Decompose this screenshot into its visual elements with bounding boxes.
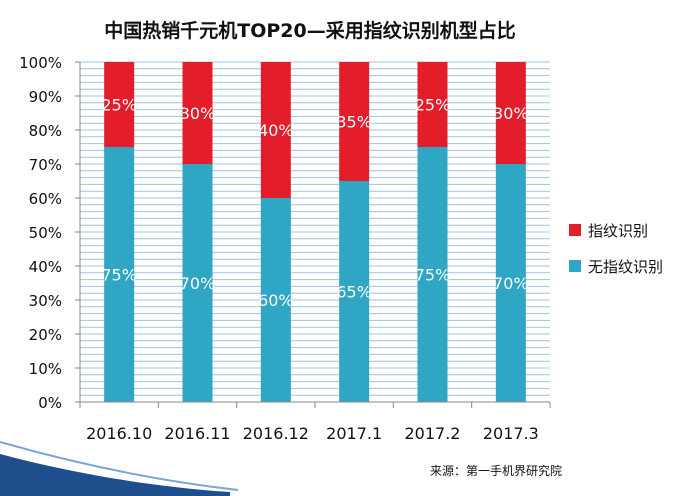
data-label: 75% bbox=[415, 266, 451, 285]
grid-lines bbox=[80, 61, 550, 403]
legend-label: 无指纹识别 bbox=[588, 258, 663, 276]
bar-segment bbox=[182, 164, 213, 402]
y-tick-label: 80% bbox=[29, 122, 62, 140]
bar-segment bbox=[260, 198, 291, 402]
chart-title: 中国热销千元机TOP20—采用指纹识别机型占比 bbox=[104, 20, 516, 42]
y-tick-label: 30% bbox=[29, 292, 62, 310]
data-label: 25% bbox=[415, 96, 451, 115]
x-tick-label: 2017.2 bbox=[405, 424, 461, 443]
bar-segment bbox=[182, 62, 213, 164]
data-label: 60% bbox=[258, 291, 294, 310]
corner-swoosh-decoration bbox=[0, 441, 239, 496]
bar-segment bbox=[495, 62, 526, 164]
y-tick-label: 20% bbox=[29, 326, 62, 344]
data-label: 70% bbox=[180, 274, 216, 293]
x-tick-label: 2016.12 bbox=[243, 424, 309, 443]
data-label: 25% bbox=[101, 96, 137, 115]
y-tick-label: 90% bbox=[29, 88, 62, 106]
legend-swatch bbox=[569, 260, 581, 272]
y-tick-label: 40% bbox=[29, 258, 62, 276]
x-tick-label: 2017.1 bbox=[326, 424, 382, 443]
legend-swatch bbox=[569, 224, 581, 236]
y-tick-label: 50% bbox=[29, 224, 62, 242]
axes: 0% 10% 20% 30% 40% 50% 60% 70% 80% 90% 100% 2016.10… bbox=[19, 54, 551, 443]
data-label: 70% bbox=[493, 274, 529, 293]
bar-segment bbox=[417, 62, 448, 147]
y-tick-label: 100% bbox=[19, 54, 62, 72]
bars: 75% 25% 70% 30% 60% 40% 65% 35% 75% 25% 70% 30% bbox=[101, 62, 529, 402]
source-note: 来源：第一手机界研究院 bbox=[430, 464, 563, 478]
bar-segment bbox=[495, 164, 526, 402]
y-tick-label: 10% bbox=[29, 360, 62, 378]
bar-segment bbox=[339, 181, 370, 402]
bar-segment bbox=[339, 62, 370, 181]
data-label: 30% bbox=[493, 104, 529, 123]
bar-segment bbox=[104, 147, 135, 402]
x-tick-label: 2017.3 bbox=[483, 424, 539, 443]
legend-label: 指纹识别 bbox=[588, 222, 648, 240]
y-tick-label: 0% bbox=[38, 394, 62, 412]
bar-segment bbox=[417, 147, 448, 402]
y-tick-label: 70% bbox=[29, 156, 62, 174]
data-label: 65% bbox=[336, 283, 372, 302]
x-tick-label: 2016.10 bbox=[86, 424, 152, 443]
data-label: 35% bbox=[336, 113, 372, 132]
data-label: 30% bbox=[180, 104, 216, 123]
bar-segment bbox=[104, 62, 135, 147]
x-tick-label: 2016.11 bbox=[164, 424, 230, 443]
data-label: 40% bbox=[258, 121, 294, 140]
data-label: 75% bbox=[101, 266, 137, 285]
y-tick-label: 60% bbox=[29, 190, 62, 208]
bar-segment bbox=[260, 62, 291, 198]
